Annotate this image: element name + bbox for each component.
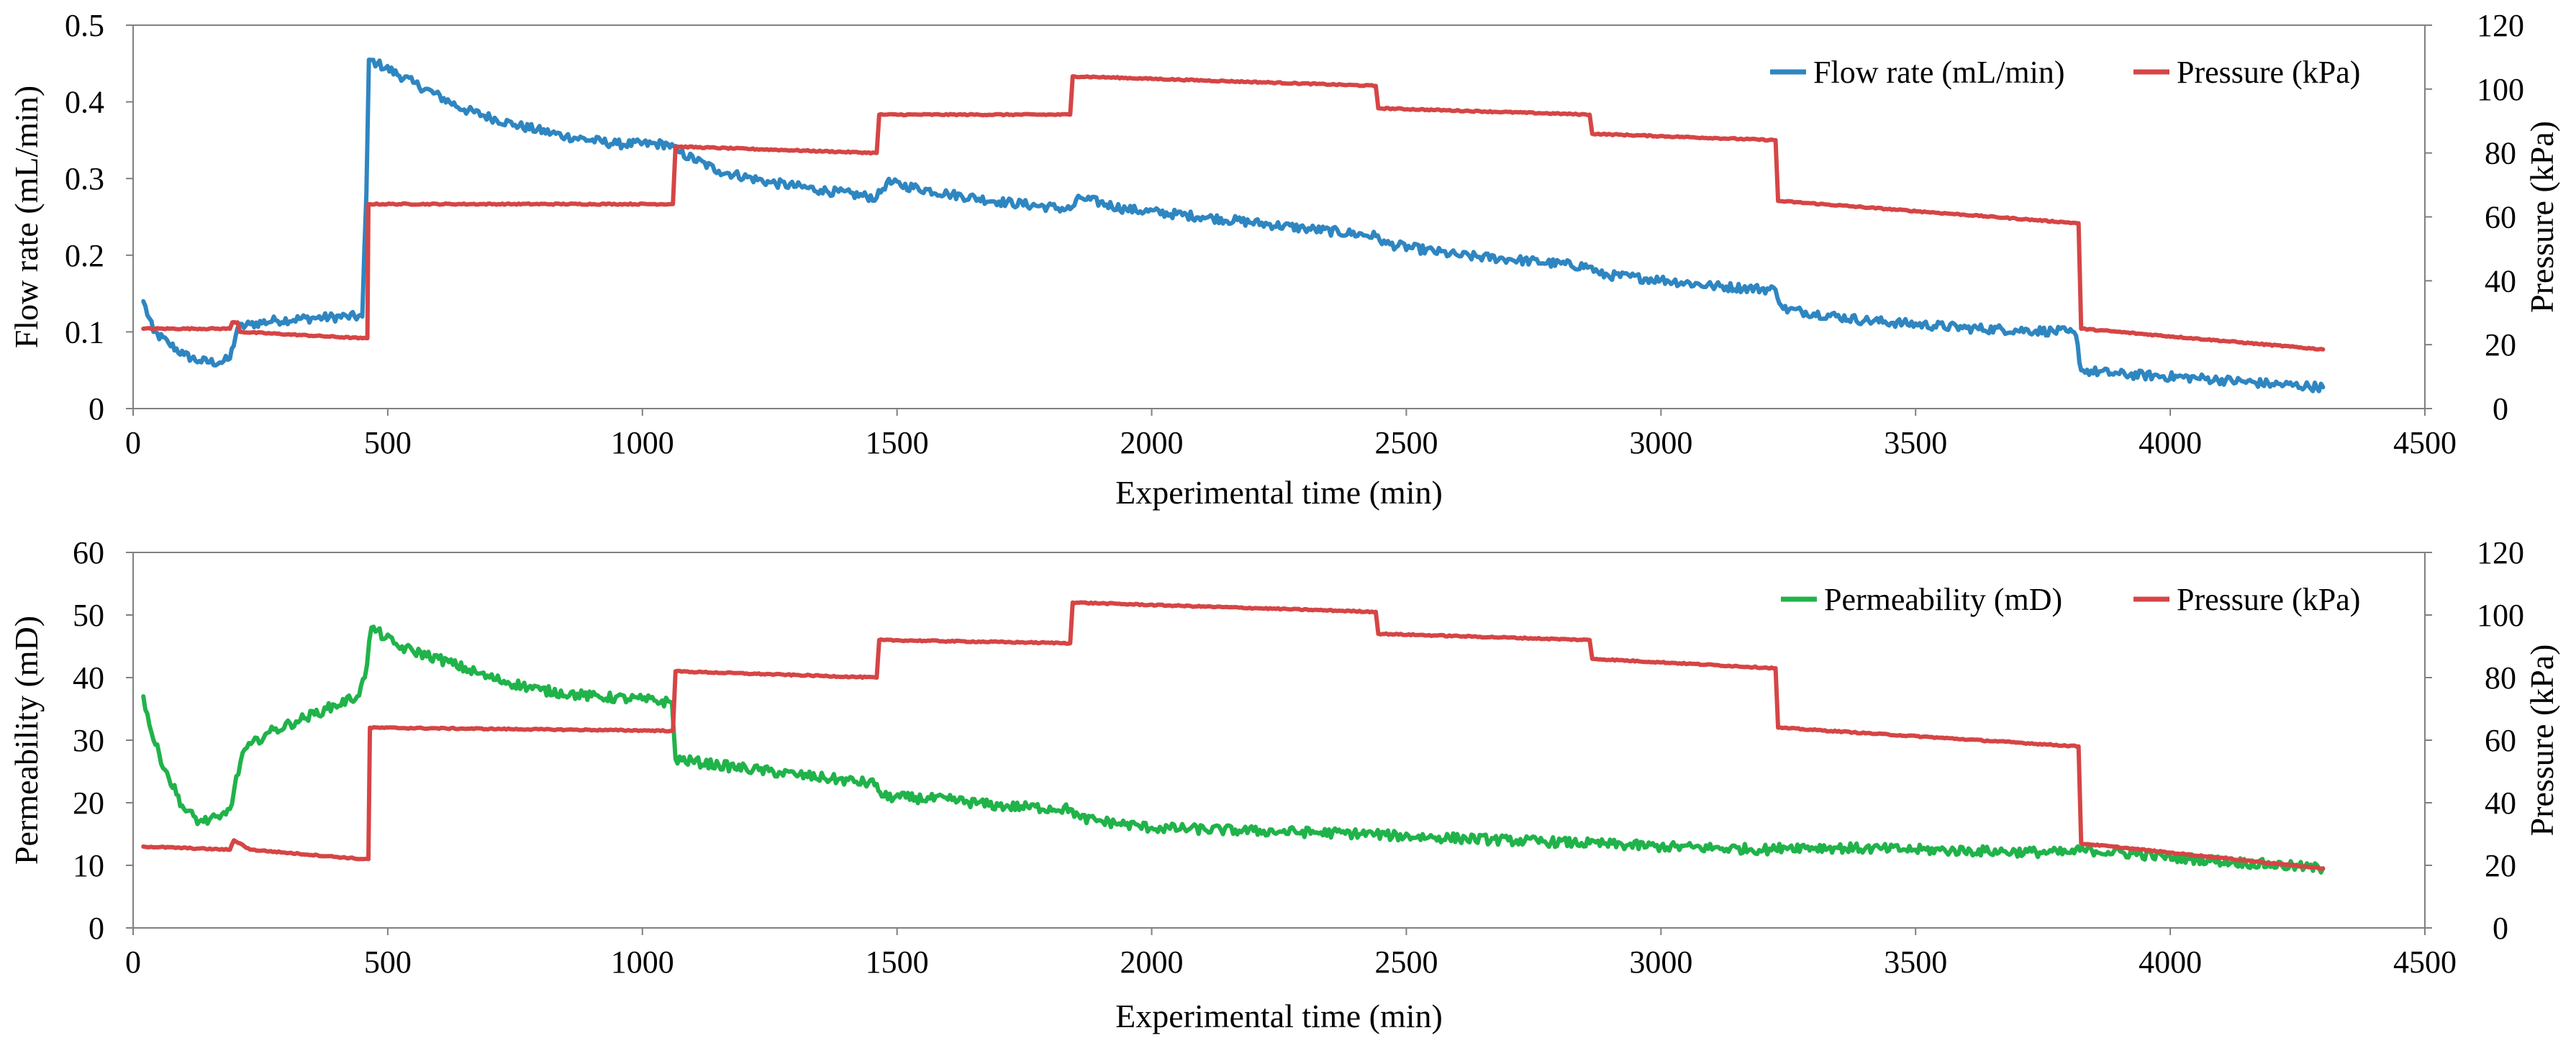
x-tick-label: 2000 [1120,944,1184,980]
x-tick-label: 3500 [1884,944,1947,980]
legend-label: Flow rate (mL/min) [1813,55,2065,90]
x-tick-label: 4500 [2393,944,2457,980]
y2-tick-label: 80 [2485,136,2516,171]
y-tick-label: 60 [73,535,104,570]
y-tick-label: 0.5 [65,8,104,43]
y-axis-title: Flow rate (mL/min) [8,86,45,348]
y2-tick-label: 60 [2485,200,2516,235]
y2-tick-label: 40 [2485,263,2516,299]
y-tick-label: 0.4 [65,85,104,120]
y2-tick-label: 100 [2477,72,2524,107]
legend-label: Permeability (mD) [1824,582,2062,617]
x-tick-label: 1500 [866,425,929,460]
y2-tick-label: 20 [2485,848,2516,883]
y2-tick-label: 120 [2477,8,2524,43]
x-tick-label: 4500 [2393,425,2457,460]
y2-axis-title: Pressure (kPa) [2523,121,2560,313]
y-tick-label: 20 [73,785,104,821]
x-tick-label: 2500 [1374,944,1438,980]
x-tick-label: 4000 [2139,944,2202,980]
y2-tick-label: 100 [2477,598,2524,633]
x-tick-label: 500 [364,425,412,460]
y2-tick-label: 0 [2493,391,2508,427]
series-line-permeability [141,624,2326,875]
y-tick-label: 0 [89,911,104,946]
y-tick-label: 0.3 [65,161,104,196]
y-axis-title: Permeability (mD) [8,616,45,865]
y-tick-label: 0 [89,391,104,427]
x-tick-label: 0 [125,944,141,980]
y2-tick-label: 0 [2493,911,2508,946]
y-tick-label: 50 [73,598,104,633]
legend-label: Pressure (kPa) [2177,582,2360,617]
x-axis-title: Experimental time (min) [1115,474,1443,511]
y2-tick-label: 60 [2485,723,2516,758]
y-tick-label: 10 [73,848,104,883]
y2-tick-label: 80 [2485,660,2516,696]
series-line-pressure [141,600,2326,871]
x-tick-label: 0 [125,425,141,460]
flow-rate-chart: 0 500 1000 1500 2000 2500 3000 3500 4000 450000.1… [8,8,2560,511]
y2-tick-label: 40 [2485,785,2516,821]
x-tick-label: 3000 [1629,425,1692,460]
x-tick-label: 1000 [611,944,674,980]
y-tick-label: 0.2 [65,238,104,273]
y-tick-label: 30 [73,723,104,758]
permeability-chart: 0 500 1000 1500 2000 2500 3000 3500 4000 45000102… [8,535,2560,1034]
y2-tick-label: 20 [2485,327,2516,363]
x-tick-label: 3500 [1884,425,1947,460]
y-tick-label: 40 [73,660,104,696]
y-tick-label: 0.1 [65,314,104,350]
legend-label: Pressure (kPa) [2177,55,2360,90]
x-tick-label: 500 [364,944,412,980]
x-tick-label: 3000 [1629,944,1692,980]
x-tick-label: 2000 [1120,425,1184,460]
y2-axis-title: Pressure (kPa) [2523,645,2560,837]
x-axis-title: Experimental time (min) [1115,998,1443,1034]
x-tick-label: 4000 [2139,425,2202,460]
x-tick-label: 1000 [611,425,674,460]
series-line-pressure [141,74,2326,352]
y2-tick-label: 120 [2477,535,2524,570]
x-tick-label: 1500 [866,944,929,980]
x-tick-label: 2500 [1374,425,1438,460]
series-line-flow [141,58,2326,393]
